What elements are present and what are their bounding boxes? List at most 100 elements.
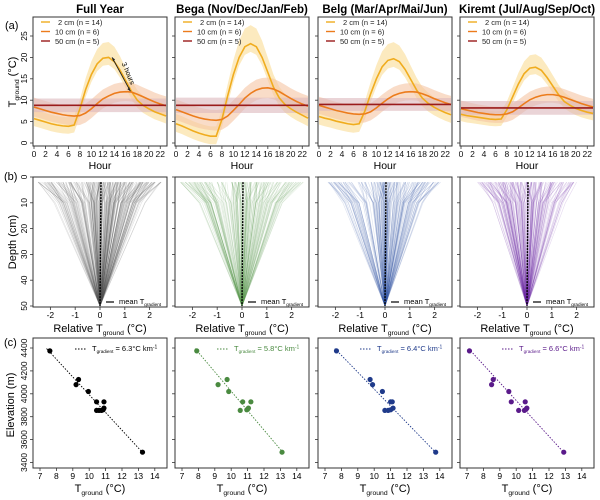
temperature-profile [99, 182, 118, 307]
temperature-profile [384, 181, 426, 307]
temperature-profile [332, 181, 386, 307]
temperature-profile [192, 181, 243, 307]
temperature-profile [86, 182, 101, 307]
temperature-profile [99, 182, 121, 307]
temperature-profile [68, 182, 101, 307]
legend-item: Tgradient = 6.3°C km-1 [92, 344, 158, 354]
temperature-profile [526, 182, 534, 307]
temperature-profile [384, 181, 435, 307]
temperature-profile [50, 181, 101, 307]
temperature-profile [39, 181, 101, 307]
temperature-profile [86, 182, 101, 307]
temperature-profile [336, 181, 386, 307]
temperature-profile [99, 182, 101, 307]
temperature-profile [241, 181, 278, 307]
temperature-profile [493, 182, 528, 307]
temperature-profile [99, 182, 112, 307]
temperature-profile [74, 181, 101, 307]
temperature-profile [99, 182, 113, 307]
temperature-profile [526, 182, 563, 307]
temperature-profile [99, 182, 119, 307]
temperature-profile [240, 182, 247, 307]
legend-item: 10 cm (n = 6) [197, 28, 242, 37]
temperature-profile [526, 182, 572, 307]
temperature-profile [501, 182, 528, 307]
temperature-profile [502, 182, 528, 307]
x-axis-label: Tground (°C) [502, 483, 553, 497]
temperature-profile [221, 182, 243, 307]
temperature-profile [99, 182, 115, 307]
temperature-profile [93, 182, 101, 307]
temperature-profile [99, 182, 111, 307]
temperature-profile [384, 181, 418, 307]
legend-item: 10 cm (n = 6) [482, 28, 527, 37]
temperature-profile [384, 181, 423, 307]
x-tick-label: 2 [432, 310, 437, 320]
y-tick-label: 40 [19, 275, 29, 285]
temperature-profile [62, 182, 101, 307]
temperature-profile [99, 182, 146, 307]
temperature-profile [507, 182, 528, 307]
data-point [75, 376, 82, 383]
data-point [224, 376, 230, 383]
temperature-profile [241, 182, 288, 307]
row-c-scatter-charts: Tgradient = 6.3°C km-1 7 8 9 10 11 12 13 14 Tgrou… [5, 337, 595, 497]
temperature-profile [241, 182, 249, 307]
temperature-profile [526, 182, 528, 307]
temperature-profile [57, 181, 101, 307]
temperature-profile [384, 181, 440, 307]
plot-area [460, 17, 594, 146]
temperature-profile [99, 182, 112, 307]
temperature-profile [384, 182, 395, 307]
temperature-profile [480, 181, 528, 307]
temperature-profile [384, 182, 409, 307]
y-tick-label: 20 [19, 224, 29, 234]
temperature-profile [241, 181, 272, 307]
temperature-profile [56, 181, 101, 307]
temperature-profile [241, 182, 260, 307]
plot-frame [32, 337, 168, 469]
row-label-c: (c) [4, 337, 17, 349]
temperature-profile [517, 182, 528, 307]
temperature-profile [56, 181, 101, 307]
temperature-profile [205, 182, 243, 307]
temperature-profile [99, 181, 136, 307]
temperature-profile [526, 182, 544, 307]
temperature-profile [92, 182, 101, 307]
temperature-profile [99, 182, 116, 307]
temperature-profile [384, 181, 441, 307]
temperature-profile [381, 182, 389, 307]
temperature-profile [337, 181, 386, 307]
temperature-profile [526, 182, 552, 307]
temperature-profile [384, 182, 405, 307]
temperature-profile [93, 182, 101, 307]
temperature-profile [221, 182, 243, 307]
temperature-profile [99, 181, 162, 307]
temperature-profile [384, 181, 424, 307]
temperature-profile [91, 182, 101, 307]
temperature-profile [240, 182, 246, 307]
temperature-profile [526, 182, 553, 307]
temperature-profile [38, 181, 101, 307]
temperature-profile [200, 181, 243, 307]
temperature-profile [234, 182, 243, 307]
temperature-profile [241, 182, 258, 307]
temperature-profile [241, 182, 247, 307]
temperature-profile [85, 182, 101, 307]
temperature-profile [241, 182, 278, 307]
temperature-profile [99, 182, 111, 307]
data-point [367, 376, 373, 383]
temperature-profile [237, 182, 243, 307]
temperature-profile [502, 182, 528, 307]
temperature-profile [504, 182, 528, 307]
y-tick-label: 4200 [19, 361, 29, 380]
temperature-profile [99, 182, 112, 307]
temperature-profile [87, 182, 101, 307]
temperature-profile [376, 182, 386, 307]
temperature-profile [241, 181, 298, 307]
x-tick-label: -2 [189, 310, 197, 320]
temperature-profile [485, 181, 528, 307]
temperature-profile [99, 182, 111, 307]
x-tick-label: 22 [441, 149, 451, 159]
